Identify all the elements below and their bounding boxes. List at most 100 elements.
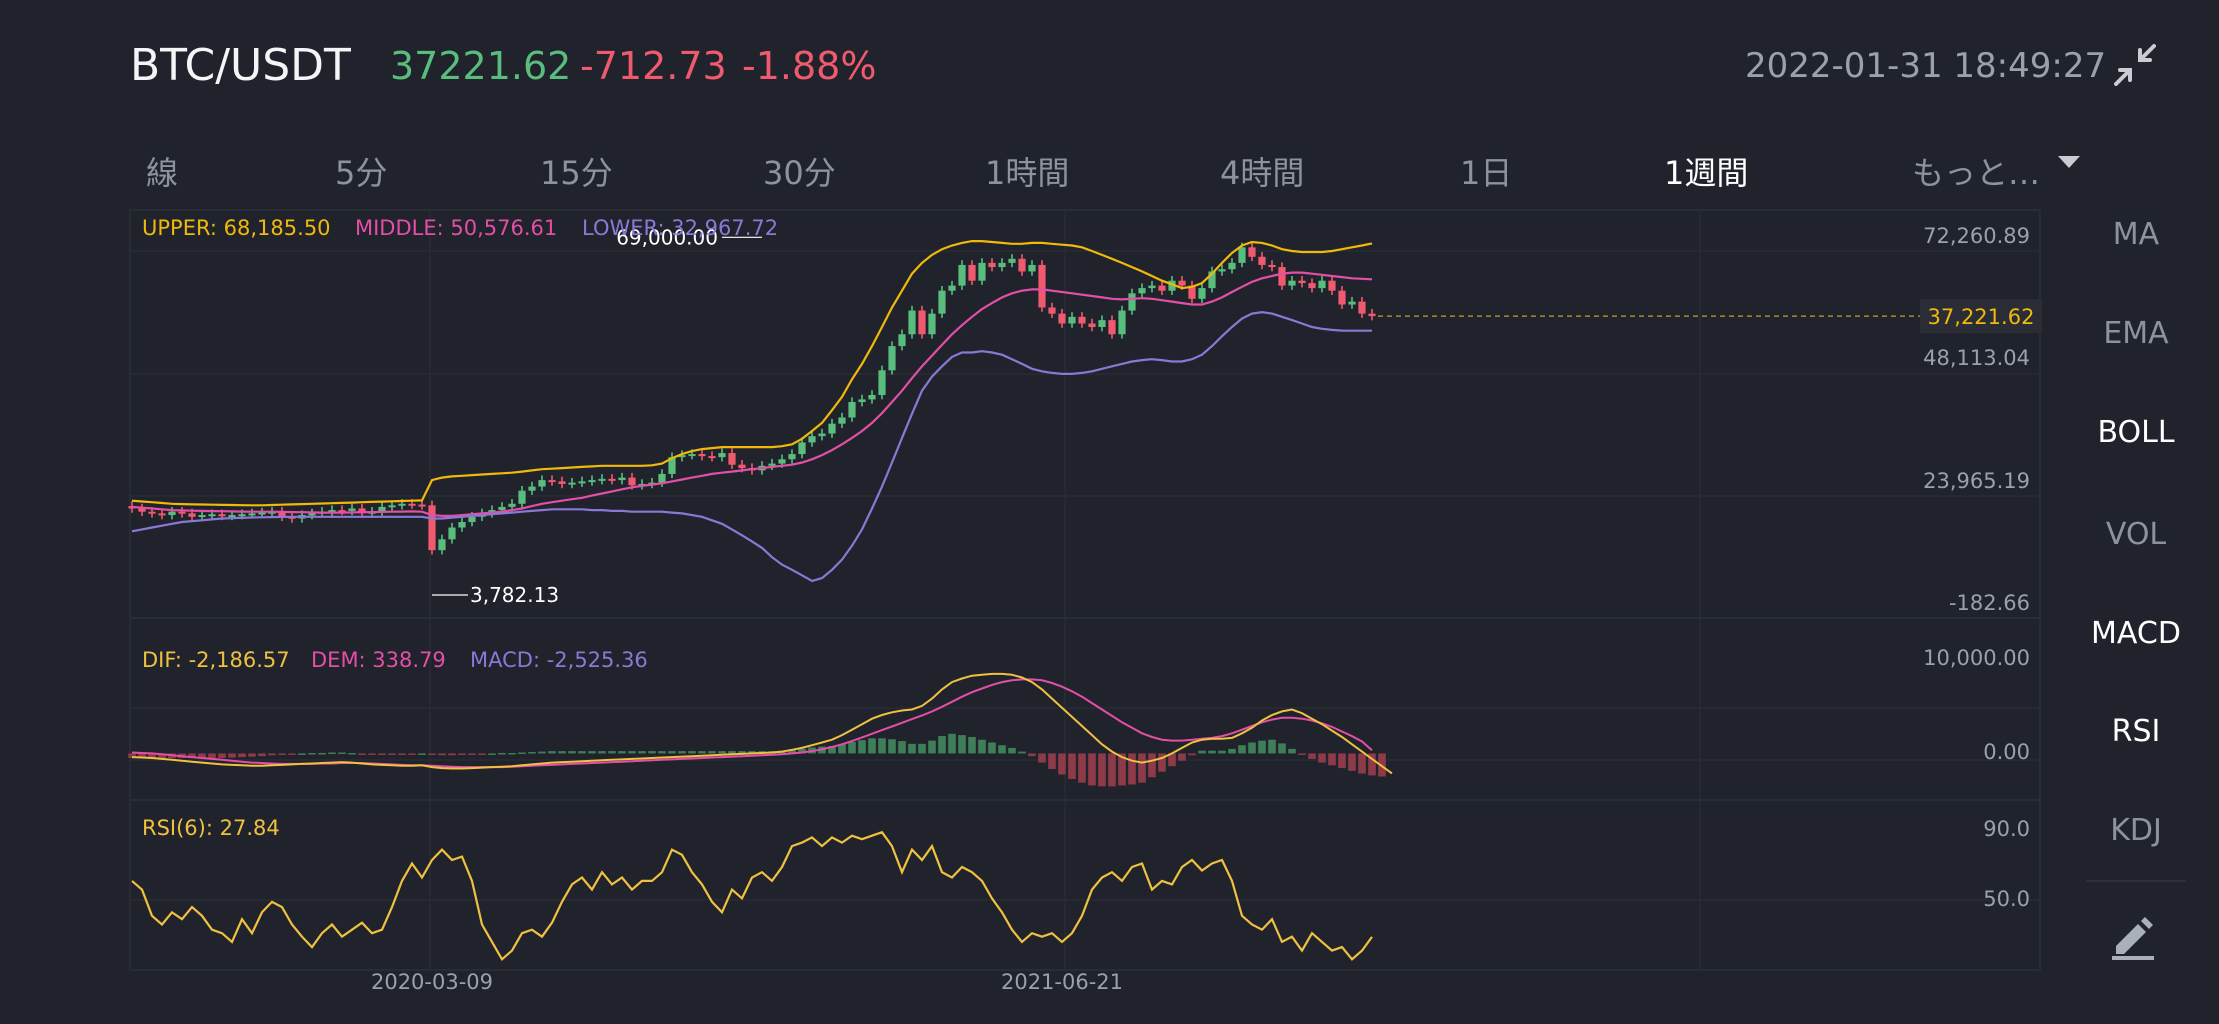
candle-body	[498, 506, 506, 511]
candle-body	[568, 482, 576, 485]
macd-bar	[568, 751, 576, 754]
legend-upper: UPPER: 68,185.50	[142, 216, 331, 240]
tab-1h[interactable]: 1時間	[985, 154, 1070, 192]
candle-body	[438, 539, 446, 551]
macd-bar	[398, 753, 406, 755]
candle-body	[1098, 320, 1106, 327]
legend-macd: MACD: -2,525.36	[470, 648, 648, 672]
tab-15m[interactable]: 15分	[540, 154, 613, 192]
boll-y-tick: 48,113.04	[1923, 346, 2030, 370]
tab-4h[interactable]: 4時間	[1220, 154, 1305, 192]
macd-bar	[1168, 753, 1176, 767]
macd-bar	[798, 748, 806, 754]
pair-name[interactable]: BTC/USDT	[130, 40, 351, 91]
x-axis-label: 2021-06-21	[1001, 970, 1123, 994]
candle-body	[1168, 280, 1176, 291]
macd-bar	[518, 752, 526, 755]
candle-body	[928, 313, 936, 335]
tab-1w[interactable]: 1週間	[1664, 154, 1749, 192]
macd-bar	[278, 753, 286, 755]
chart-grid	[129, 209, 2041, 971]
macd-bar	[348, 752, 356, 755]
candle-body	[1338, 290, 1346, 305]
indicator-rsi[interactable]: RSI	[2111, 714, 2161, 749]
candle-body	[1148, 285, 1156, 289]
candle-body	[518, 490, 526, 504]
indicator-vol[interactable]: VOL	[2105, 517, 2167, 552]
candle-body	[1268, 264, 1276, 268]
macd-bar	[328, 752, 336, 755]
macd-bar	[658, 751, 666, 754]
candle-body	[1068, 316, 1076, 324]
tab-5m[interactable]: 5分	[335, 154, 388, 192]
macd-bar	[998, 745, 1006, 754]
candle-body	[908, 310, 916, 335]
tab-line[interactable]: 線	[146, 154, 179, 192]
current-price-tag	[1920, 299, 2042, 334]
boll-middle-line	[131, 271, 1373, 517]
candle-body	[278, 511, 286, 517]
x-axis-label: 2020-03-09	[371, 970, 493, 994]
legend-middle: MIDDLE: 50,576.61	[355, 216, 557, 240]
macd-bar	[938, 736, 946, 754]
macd-bar	[1368, 753, 1376, 776]
candle-body	[918, 310, 926, 335]
macd-bar	[828, 746, 836, 754]
panel-frame	[129, 799, 2041, 971]
chevron-down-icon[interactable]	[2054, 152, 2084, 172]
indicator-macd[interactable]: MACD	[2091, 616, 2181, 651]
macd-bar	[548, 751, 556, 754]
chart-legends: UPPER: 68,185.50 MIDDLE: 50,576.61 LOWER: …	[142, 216, 778, 840]
candle-body	[598, 478, 606, 481]
indicator-ma[interactable]: MA	[2112, 217, 2160, 252]
candle-body	[878, 370, 886, 395]
macd-bar	[978, 739, 986, 754]
candle-body	[688, 454, 696, 457]
macd-bar	[538, 751, 546, 754]
macd-bar	[598, 751, 606, 754]
macd-bar	[988, 742, 996, 754]
candle-body	[328, 510, 336, 513]
macd-bar	[1048, 753, 1056, 769]
candle-body	[408, 503, 416, 506]
tab-1d[interactable]: 1日	[1460, 154, 1513, 192]
pencil-icon[interactable]	[2108, 910, 2158, 960]
candle-body	[358, 508, 366, 514]
macd-bar	[1218, 750, 1226, 754]
macd-bar	[1128, 753, 1136, 785]
macd-bar	[1038, 753, 1046, 763]
candle-body	[448, 527, 456, 540]
tab-more[interactable]: もっと…	[1912, 154, 2041, 192]
indicator-boll[interactable]: BOLL	[2097, 415, 2175, 450]
macd-bar	[1268, 739, 1276, 754]
candle-body	[578, 481, 586, 484]
macd-bar	[1348, 753, 1356, 771]
candle-body	[248, 513, 256, 516]
indicator-ema[interactable]: EMA	[2103, 316, 2169, 351]
candle-body	[738, 464, 746, 469]
candle-body	[1048, 307, 1056, 314]
macd-bar	[268, 753, 276, 756]
candle-body	[338, 510, 346, 513]
collapse-icon[interactable]	[2114, 44, 2156, 86]
rsi-line	[131, 830, 1373, 962]
macd-bar	[878, 738, 886, 754]
macd-bar	[718, 751, 726, 754]
indicator-kdj[interactable]: KDJ	[2110, 813, 2162, 848]
candle-body	[978, 262, 986, 281]
candle-body	[1028, 264, 1036, 272]
macd-bar	[468, 753, 476, 755]
candle-body	[558, 481, 566, 484]
tab-30m[interactable]: 30分	[763, 154, 836, 192]
macd-bar	[578, 751, 586, 754]
macd-bar	[678, 751, 686, 754]
macd-bar	[728, 751, 736, 754]
price-axis: 72,260.89 48,113.04 23,965.19 -182.66 10,000…	[371, 224, 2030, 994]
macd-bar	[1298, 753, 1306, 755]
macd-bar	[1108, 753, 1116, 787]
macd-histogram	[128, 733, 1386, 787]
macd-y-tick: 0.00	[1983, 740, 2030, 764]
candle-body	[1058, 313, 1066, 324]
candle-body	[1138, 288, 1146, 294]
